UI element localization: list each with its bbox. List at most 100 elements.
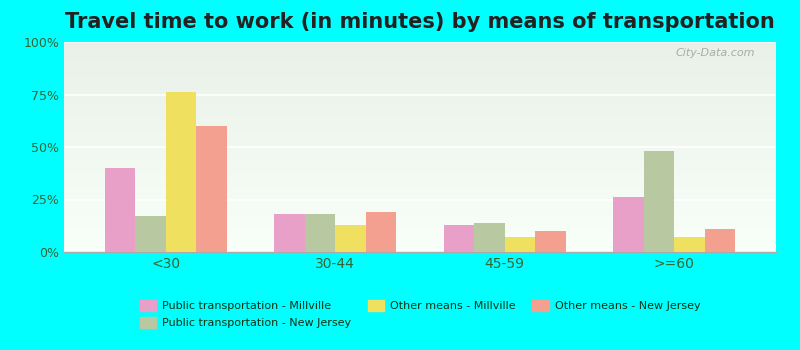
Bar: [64, 40, 776, 44]
Bar: [64, 124, 776, 128]
Bar: [64, 191, 776, 195]
Bar: [64, 86, 776, 90]
Bar: [64, 185, 776, 189]
Bar: [64, 132, 776, 137]
Title: Travel time to work (in minutes) by means of transportation: Travel time to work (in minutes) by mean…: [65, 12, 775, 32]
Bar: [64, 105, 776, 109]
Bar: [64, 82, 776, 86]
Bar: [64, 97, 776, 101]
Bar: [64, 181, 776, 185]
Bar: [64, 107, 776, 111]
Bar: [64, 210, 776, 214]
Bar: [64, 122, 776, 126]
Bar: [64, 44, 776, 48]
Bar: [64, 90, 776, 94]
Bar: [64, 65, 776, 69]
Bar: [644, 151, 674, 252]
Bar: [64, 153, 776, 158]
Bar: [64, 204, 776, 208]
Bar: [535, 231, 566, 252]
Bar: [64, 170, 776, 174]
Bar: [196, 126, 226, 252]
Bar: [64, 223, 776, 227]
Bar: [474, 223, 505, 252]
Bar: [444, 225, 474, 252]
Bar: [64, 199, 776, 204]
Bar: [64, 174, 776, 179]
Bar: [64, 143, 776, 147]
Bar: [64, 195, 776, 199]
Bar: [64, 88, 776, 92]
Bar: [64, 101, 776, 105]
Bar: [64, 141, 776, 145]
Bar: [64, 183, 776, 187]
Bar: [64, 136, 776, 141]
Bar: [64, 147, 776, 151]
Bar: [64, 178, 776, 183]
Bar: [64, 208, 776, 212]
Bar: [64, 158, 776, 162]
Bar: [64, 61, 776, 65]
Bar: [64, 42, 776, 46]
Bar: [64, 216, 776, 221]
Bar: [335, 225, 366, 252]
Bar: [64, 120, 776, 124]
Bar: [64, 139, 776, 143]
Bar: [64, 69, 776, 73]
Bar: [64, 92, 776, 97]
Bar: [64, 202, 776, 206]
Bar: [64, 59, 776, 63]
Bar: [64, 218, 776, 223]
Bar: [64, 130, 776, 134]
Bar: [64, 244, 776, 248]
Bar: [64, 155, 776, 160]
Bar: [64, 76, 776, 80]
Bar: [64, 113, 776, 118]
Bar: [64, 84, 776, 88]
Bar: [64, 164, 776, 168]
Bar: [135, 216, 166, 252]
Bar: [64, 220, 776, 225]
Bar: [64, 78, 776, 82]
Bar: [64, 80, 776, 84]
Bar: [64, 134, 776, 139]
Bar: [64, 206, 776, 210]
Bar: [64, 193, 776, 197]
Bar: [64, 227, 776, 231]
Bar: [64, 67, 776, 71]
Bar: [64, 160, 776, 164]
Bar: [64, 71, 776, 76]
Bar: [614, 197, 644, 252]
Bar: [166, 92, 196, 252]
Bar: [64, 118, 776, 122]
Bar: [64, 231, 776, 235]
Bar: [64, 235, 776, 239]
Bar: [705, 229, 735, 252]
Bar: [64, 172, 776, 176]
Bar: [64, 50, 776, 55]
Bar: [64, 166, 776, 170]
Bar: [64, 149, 776, 153]
Bar: [64, 63, 776, 67]
Bar: [64, 109, 776, 113]
Bar: [64, 145, 776, 149]
Bar: [64, 111, 776, 116]
Bar: [64, 57, 776, 61]
Bar: [64, 187, 776, 191]
Bar: [366, 212, 396, 252]
Bar: [64, 189, 776, 193]
Bar: [105, 168, 135, 252]
Bar: [64, 237, 776, 241]
Bar: [305, 214, 335, 252]
Bar: [64, 176, 776, 181]
Bar: [64, 94, 776, 99]
Bar: [64, 116, 776, 120]
Bar: [64, 103, 776, 107]
Bar: [64, 55, 776, 59]
Bar: [64, 46, 776, 50]
Bar: [64, 162, 776, 166]
Bar: [64, 239, 776, 244]
Bar: [64, 99, 776, 103]
Bar: [64, 52, 776, 57]
Bar: [64, 128, 776, 132]
